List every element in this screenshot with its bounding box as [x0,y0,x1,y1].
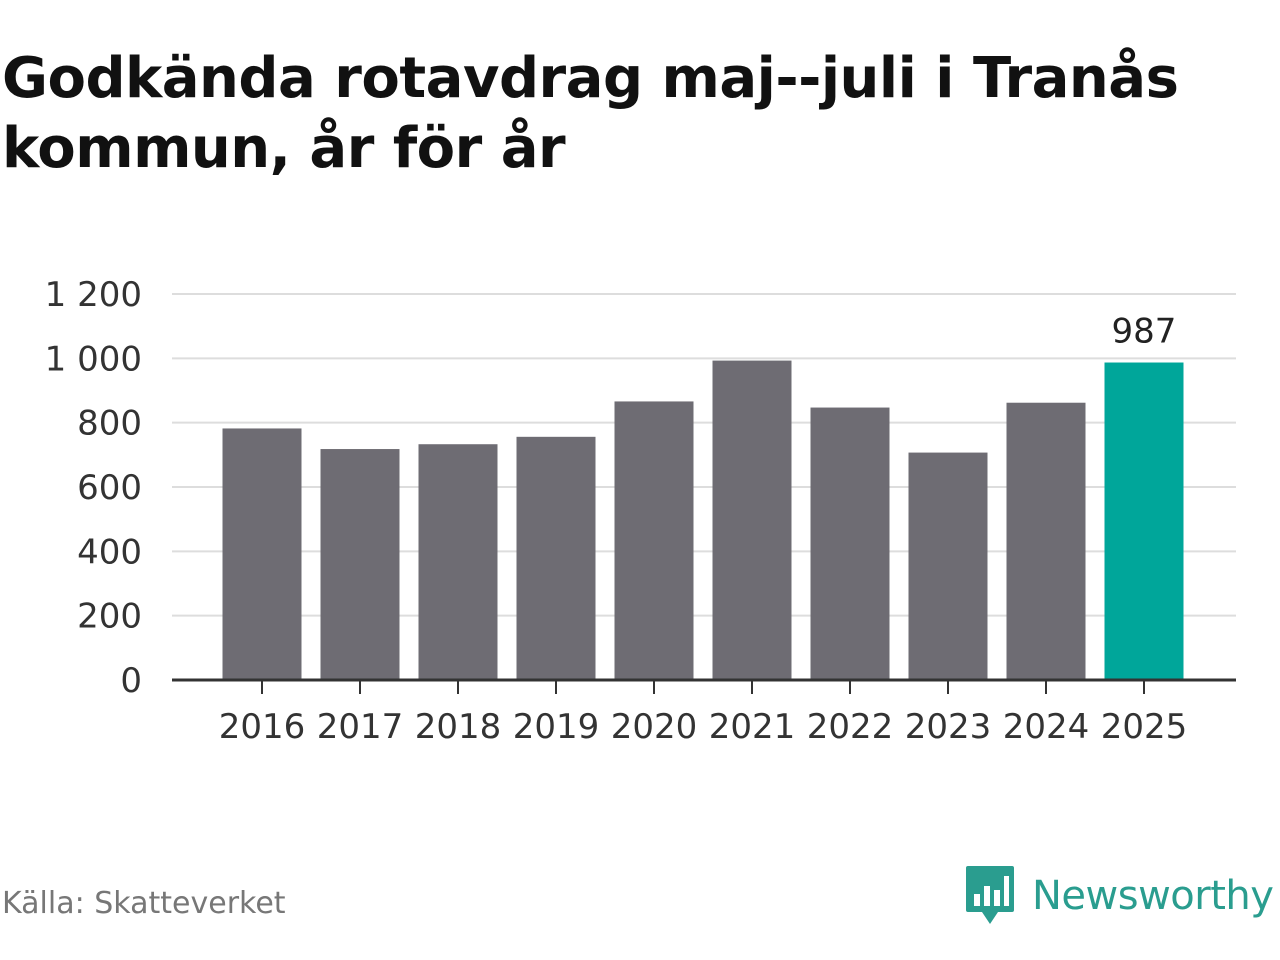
x-axis-ticks: 2016 2017 2018 2019 2020 2021 2022 2023 2024 2025 [219,680,1188,747]
x-tick-label: 2025 [1101,707,1188,747]
chart-title: Godkända rotavdrag maj--juli i Tranås ko… [2,46,1179,181]
bars [222,360,1184,680]
y-tick-label: 200 [77,597,142,637]
x-tick-label: 2020 [611,707,698,747]
x-tick-label: 2018 [415,707,502,747]
y-tick-label: 600 [77,468,142,508]
y-tick-label: 400 [77,532,142,572]
x-tick-label: 2016 [219,707,306,747]
x-tick-label: 2022 [807,707,894,747]
bar-2017 [320,449,400,680]
x-tick-label: 2021 [709,707,796,747]
bar-2025 [1104,362,1184,680]
y-tick-label: 1 200 [45,275,142,315]
x-tick-label: 2024 [1003,707,1090,747]
source-note: Källa: Skatteverket [2,886,286,921]
bar-2024 [1006,402,1086,680]
x-tick-label: 2023 [905,707,992,747]
brand-name: Newsworthy [1032,873,1274,919]
bar-2019 [516,436,596,680]
data-labels: 987 [1112,312,1177,352]
x-tick-label: 2019 [513,707,600,747]
y-tick-label: 1 000 [45,339,142,379]
y-tick-label: 0 [120,661,142,701]
bar-chart: 0 200 400 600 800 1 000 1 200 2016 2017 2018 2019… [45,275,1236,747]
bar-2023 [908,452,988,680]
newsworthy-logo-icon [966,866,1014,924]
newsworthy-logo: Newsworthy [964,864,1274,928]
bar-2020 [614,401,694,680]
x-tick-label: 2017 [317,707,404,747]
bar-2016 [222,428,302,680]
bar-2021 [712,360,792,680]
y-tick-label: 800 [77,404,142,444]
bar-2018 [418,444,498,680]
y-axis-ticks: 0 200 400 600 800 1 000 1 200 [45,275,142,701]
data-label: 987 [1112,312,1177,352]
bar-2022 [810,407,890,680]
